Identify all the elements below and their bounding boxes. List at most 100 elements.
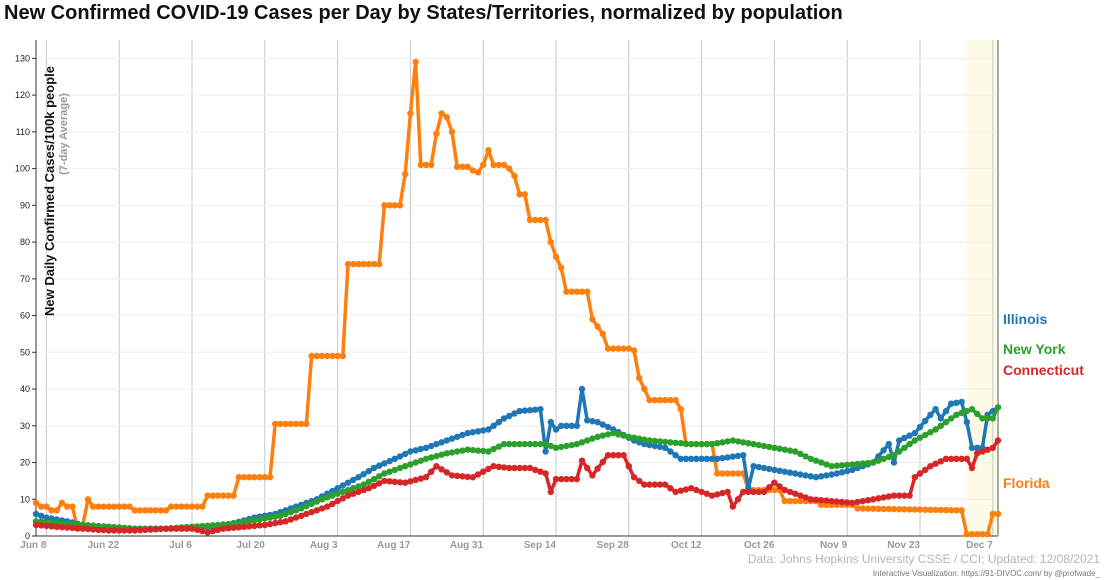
data-point xyxy=(870,459,877,466)
y-tick-label: 100 xyxy=(15,164,30,174)
data-point xyxy=(402,479,409,486)
data-point xyxy=(547,238,554,246)
data-point xyxy=(272,513,279,520)
data-point xyxy=(636,435,643,442)
data-point xyxy=(979,531,986,538)
data-point xyxy=(688,455,695,462)
data-point xyxy=(402,450,409,458)
data-point xyxy=(558,443,565,451)
data-point xyxy=(438,439,445,446)
data-point xyxy=(506,464,513,472)
y-tick-label: 90 xyxy=(20,200,30,210)
data-point xyxy=(292,507,300,514)
data-point xyxy=(812,457,820,464)
data-point xyxy=(500,415,508,422)
data-point xyxy=(677,487,684,494)
data-point xyxy=(422,444,430,451)
data-point xyxy=(84,496,92,503)
data-point xyxy=(516,407,523,415)
series-florida: Florida xyxy=(32,58,1050,538)
x-tick-label: Dec 7 xyxy=(966,540,993,551)
data-point xyxy=(802,472,809,479)
data-point xyxy=(272,519,279,527)
data-point xyxy=(797,450,804,458)
data-point xyxy=(989,444,996,451)
data-point xyxy=(667,485,674,492)
x-tick-label: Aug 3 xyxy=(310,540,338,551)
data-point xyxy=(438,466,445,473)
data-point xyxy=(630,474,638,481)
data-point xyxy=(298,420,305,428)
data-point xyxy=(922,431,929,439)
data-point xyxy=(469,474,476,481)
data-point xyxy=(412,58,419,66)
data-point xyxy=(142,507,149,514)
data-point xyxy=(287,508,294,516)
x-tick-label: Jun 22 xyxy=(88,540,120,551)
data-point xyxy=(760,464,768,472)
data-point xyxy=(755,463,762,471)
data-point xyxy=(116,527,123,534)
data-point xyxy=(204,529,211,536)
data-point xyxy=(183,525,190,532)
x-tick-label: Aug 31 xyxy=(450,540,484,551)
data-point xyxy=(714,491,721,498)
data-point xyxy=(968,444,976,451)
data-point xyxy=(474,169,482,176)
data-point xyxy=(500,161,508,169)
data-point xyxy=(630,347,638,354)
data-point xyxy=(594,465,601,472)
data-point xyxy=(714,440,721,447)
data-point xyxy=(480,161,487,169)
data-point xyxy=(750,488,757,496)
data-point xyxy=(563,288,570,295)
data-point xyxy=(422,161,430,169)
data-point xyxy=(719,470,726,477)
data-point xyxy=(927,429,934,436)
data-point xyxy=(480,427,487,434)
data-point xyxy=(58,499,66,507)
data-point xyxy=(890,492,898,499)
data-point xyxy=(58,524,66,531)
data-point xyxy=(844,499,851,506)
data-point xyxy=(516,191,523,198)
data-point xyxy=(864,505,872,512)
data-point xyxy=(766,465,773,473)
data-point xyxy=(214,492,222,499)
data-point xyxy=(454,433,461,440)
data-point xyxy=(360,481,367,488)
data-point xyxy=(542,216,549,224)
data-point xyxy=(251,474,258,481)
data-point xyxy=(760,442,768,450)
data-point xyxy=(766,443,773,451)
data-point xyxy=(625,463,632,470)
series-connecticut: Connecticut xyxy=(32,362,1084,536)
data-point xyxy=(916,470,924,477)
data-point xyxy=(802,453,809,460)
y-tick-label: 80 xyxy=(20,237,30,247)
y-tick-label: 110 xyxy=(16,127,30,137)
data-point xyxy=(656,396,664,404)
data-point xyxy=(682,486,690,493)
data-point xyxy=(79,525,87,532)
data-point xyxy=(958,455,965,462)
data-point xyxy=(261,515,268,522)
data-point xyxy=(693,440,700,448)
data-point xyxy=(131,507,138,514)
data-point xyxy=(854,460,861,468)
data-point xyxy=(578,439,586,446)
data-point xyxy=(948,400,955,407)
data-point xyxy=(251,522,258,530)
data-point xyxy=(573,288,580,295)
data-point xyxy=(599,458,606,466)
data-point xyxy=(922,466,929,474)
data-point xyxy=(833,462,840,469)
data-point xyxy=(584,464,591,472)
data-point xyxy=(797,492,804,499)
data-point xyxy=(610,452,617,459)
data-point xyxy=(594,418,601,426)
data-point xyxy=(599,432,606,439)
data-point xyxy=(818,473,825,480)
data-point xyxy=(771,486,778,494)
data-point xyxy=(573,475,580,483)
